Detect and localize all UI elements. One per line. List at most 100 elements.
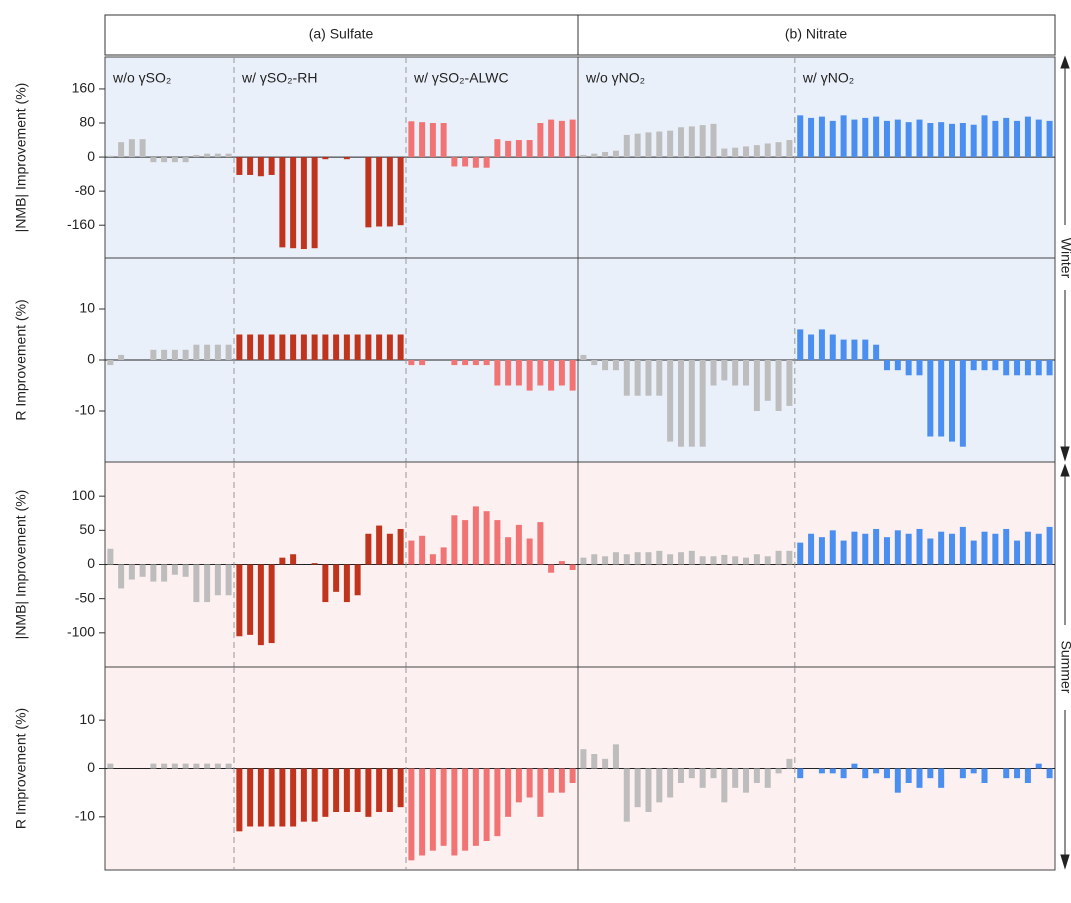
bar [419, 768, 426, 856]
bar [981, 768, 988, 783]
bar [894, 360, 901, 371]
bar [440, 123, 447, 158]
bar [182, 349, 189, 360]
bar [322, 564, 329, 603]
bar [247, 157, 254, 175]
bar [927, 538, 934, 565]
bar [386, 533, 393, 565]
bar [569, 768, 576, 783]
bar [959, 526, 966, 565]
bar [505, 140, 512, 158]
bar [677, 768, 684, 783]
bar [1035, 119, 1042, 158]
y-tick-label: 10 [79, 711, 95, 727]
bar [290, 768, 297, 827]
bar [591, 554, 598, 565]
bar [818, 329, 825, 360]
bar [333, 564, 340, 592]
bar [818, 116, 825, 158]
bar [612, 360, 619, 371]
bar [376, 157, 383, 227]
bar [1046, 360, 1053, 376]
bar [537, 522, 544, 565]
bar [612, 552, 619, 565]
bar [775, 550, 782, 565]
bar [927, 768, 934, 779]
bar [204, 344, 211, 360]
bar [118, 142, 125, 158]
bar [343, 564, 350, 603]
bar [419, 535, 426, 565]
bar [128, 564, 135, 580]
bar [247, 334, 254, 360]
bar [290, 157, 297, 249]
bar [753, 554, 760, 565]
bar [959, 360, 966, 447]
bar [354, 334, 361, 360]
season-label: Winter [1058, 238, 1071, 279]
y-tick-label: -100 [67, 624, 95, 640]
bar [916, 119, 923, 158]
bar [150, 564, 157, 582]
bar [451, 768, 458, 856]
bar [343, 334, 350, 360]
bar [161, 763, 168, 769]
bar [268, 768, 275, 827]
bar [623, 554, 630, 565]
y-tick-label: 100 [72, 487, 96, 503]
bar [558, 768, 565, 793]
header-box [104, 14, 1056, 56]
y-tick-label: 10 [79, 300, 95, 316]
bar [775, 768, 782, 774]
season-arrows [1060, 55, 1070, 870]
bar [905, 360, 912, 376]
bar [462, 768, 469, 851]
bar [505, 768, 512, 817]
bar [992, 120, 999, 158]
bar [916, 360, 923, 376]
bar [786, 140, 793, 158]
bar [537, 360, 544, 386]
bar [1035, 360, 1042, 376]
bar [797, 329, 804, 360]
bar [419, 122, 426, 158]
bar [526, 538, 533, 565]
bar [1003, 360, 1010, 376]
bar [1046, 526, 1053, 565]
bar [107, 155, 114, 158]
bar [107, 360, 114, 366]
bar [365, 768, 372, 817]
bar [840, 768, 847, 779]
bar [743, 768, 750, 793]
bar [161, 564, 168, 582]
bar [851, 339, 858, 360]
bar [699, 360, 706, 447]
bar [840, 540, 847, 565]
bar [419, 360, 426, 366]
bar [645, 132, 652, 158]
bar [548, 119, 555, 158]
bar [322, 768, 329, 817]
bar [515, 360, 522, 386]
group-label: w/ γSO₂-RH [241, 70, 317, 86]
bar [883, 768, 890, 779]
bar [505, 360, 512, 386]
bar [656, 768, 663, 803]
bar [247, 768, 254, 827]
bar [161, 349, 168, 360]
bar [688, 768, 695, 779]
bar [894, 119, 901, 158]
bar [1046, 768, 1053, 779]
bar [376, 334, 383, 360]
bar [537, 768, 544, 817]
bar [161, 157, 168, 163]
bar [279, 768, 286, 827]
bar [851, 119, 858, 158]
bar [873, 768, 880, 774]
bar [634, 133, 641, 158]
bar [1024, 768, 1031, 783]
bar [634, 360, 641, 396]
bar [862, 768, 869, 779]
bar [268, 334, 275, 360]
bar [397, 334, 404, 360]
